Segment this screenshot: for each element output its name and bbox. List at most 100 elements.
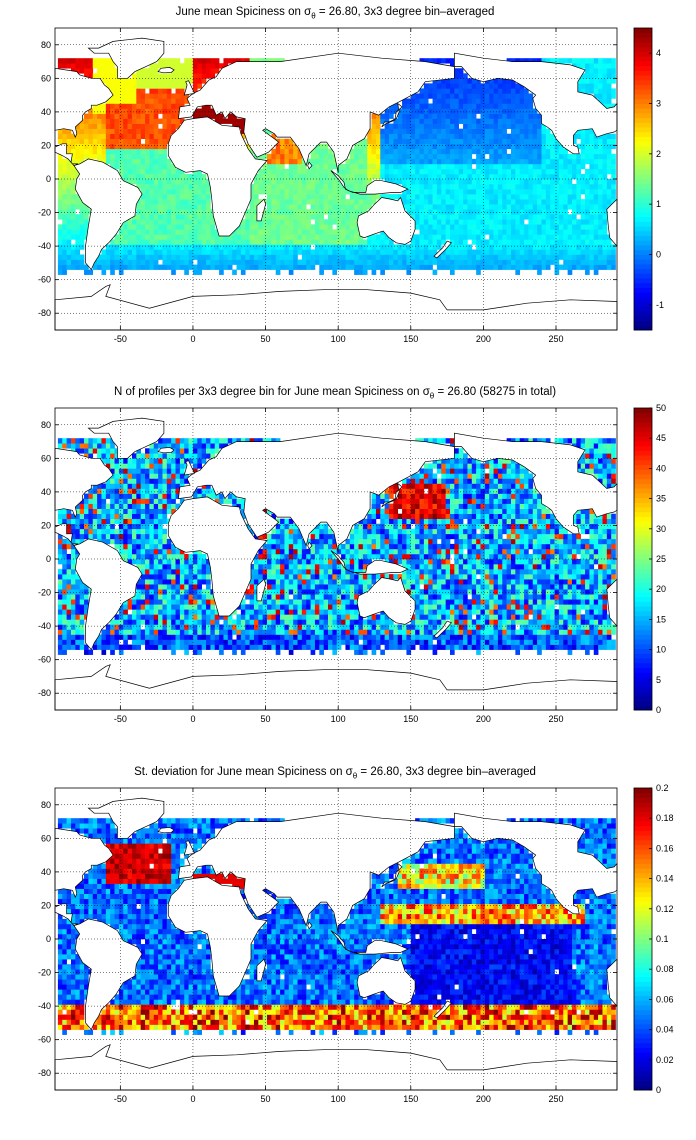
- data-cell: [179, 168, 185, 175]
- data-cell: [445, 179, 451, 185]
- data-cell: [219, 254, 224, 260]
- data-cell: [123, 513, 128, 520]
- data-cell: [576, 259, 581, 265]
- data-cell: [192, 458, 198, 464]
- data-cell: [210, 624, 216, 630]
- data-cell: [328, 229, 333, 235]
- data-cell: [136, 463, 141, 469]
- data-cell: [114, 103, 120, 109]
- data-cell: [458, 234, 464, 240]
- data-cell: [441, 254, 446, 260]
- data-cell: [153, 453, 159, 459]
- data-cell: [101, 68, 107, 74]
- data-cell: [127, 599, 133, 605]
- data-cell: [271, 254, 277, 260]
- data-cell: [323, 234, 329, 240]
- data-cell: [110, 68, 115, 74]
- data-cell: [484, 138, 490, 145]
- data-cell: [502, 153, 507, 160]
- data-cell: [558, 143, 564, 150]
- data-cell: [402, 244, 407, 250]
- data-cell: [114, 543, 120, 550]
- data-cell: [118, 609, 124, 615]
- data-cell: [598, 214, 603, 220]
- data-cell: [136, 249, 141, 255]
- data-cell: [253, 254, 259, 260]
- data-cell: [489, 158, 494, 165]
- data-cell: [192, 448, 198, 454]
- data-cell: [192, 639, 198, 645]
- data-cell: [70, 158, 76, 165]
- data-cell: [502, 234, 507, 240]
- data-cell: [149, 579, 155, 585]
- data-cell: [175, 214, 181, 220]
- data-cell: [110, 138, 115, 145]
- data-cell: [314, 173, 320, 180]
- data-cell: [158, 244, 163, 250]
- data-cell: [145, 194, 150, 200]
- data-cell: [145, 184, 150, 190]
- data-cell: [184, 624, 189, 630]
- data-cell: [131, 264, 137, 270]
- data-cell: [558, 158, 564, 165]
- data-cell: [162, 609, 168, 615]
- data-cell: [123, 138, 128, 145]
- colorbar-step: [634, 226, 652, 232]
- data-cell: [201, 619, 207, 625]
- data-cell: [341, 229, 346, 235]
- data-cell: [158, 73, 163, 79]
- colorbar-step: [634, 216, 652, 222]
- data-cell: [589, 153, 595, 160]
- data-cell: [171, 254, 176, 260]
- data-cell: [101, 634, 107, 640]
- data-cell: [127, 234, 133, 240]
- data-cell: [354, 189, 359, 195]
- colorbar-step: [634, 292, 652, 298]
- data-cell: [249, 58, 255, 64]
- data-cell: [105, 634, 111, 640]
- data-cell: [271, 58, 277, 64]
- data-cell: [145, 78, 150, 84]
- data-cell: [471, 148, 477, 155]
- data-cell: [419, 58, 425, 64]
- data-cell: [140, 634, 146, 640]
- data-cell: [149, 259, 155, 265]
- data-cell: [354, 143, 359, 150]
- data-cell: [506, 173, 512, 180]
- data-cell: [454, 249, 460, 255]
- data-cell: [362, 179, 368, 185]
- data-cell: [249, 609, 255, 615]
- data-cell: [393, 254, 399, 260]
- data-cell: [493, 148, 499, 155]
- data-cell: [175, 184, 181, 190]
- data-cell: [428, 103, 433, 109]
- data-cell: [188, 644, 194, 650]
- data-cell: [201, 239, 207, 245]
- data-cell: [101, 133, 107, 140]
- data-cell: [336, 179, 342, 185]
- data-cell: [253, 629, 259, 635]
- data-cell: [201, 604, 207, 610]
- data-cell: [593, 83, 599, 89]
- data-cell: [493, 78, 499, 84]
- data-cell: [519, 219, 525, 225]
- data-cell: [232, 649, 237, 655]
- data-cell: [184, 594, 189, 600]
- data-cell: [140, 184, 146, 190]
- data-cell: [393, 138, 399, 145]
- data-cell: [66, 629, 72, 635]
- data-cell: [57, 624, 63, 630]
- data-cell: [149, 574, 155, 580]
- data-cell: [158, 138, 163, 145]
- data-cell: [367, 194, 372, 200]
- data-cell: [450, 128, 455, 134]
- data-cell: [188, 574, 194, 580]
- data-cell: [332, 229, 338, 235]
- data-cell: [375, 239, 381, 245]
- data-cell: [432, 133, 438, 140]
- data-cell: [397, 194, 403, 200]
- data-cell: [149, 448, 155, 454]
- data-cell: [454, 229, 460, 235]
- data-cell: [497, 98, 503, 104]
- data-cell: [606, 244, 612, 250]
